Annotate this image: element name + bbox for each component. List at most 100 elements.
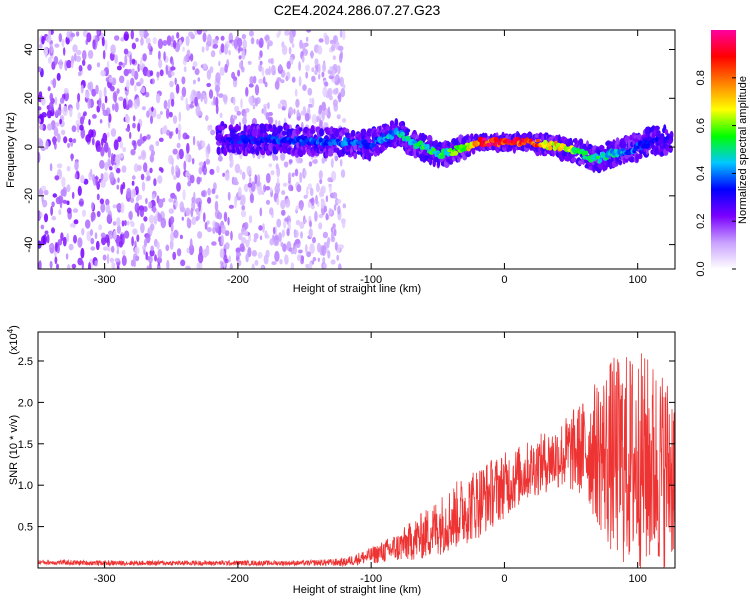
noise-blob <box>157 248 163 259</box>
noise-blob <box>48 244 54 248</box>
noise-blob <box>158 50 161 61</box>
noise-blob <box>104 141 109 153</box>
y-tick-label: 0 <box>23 144 35 150</box>
noise-blob <box>97 145 102 152</box>
noise-blob <box>205 115 209 121</box>
noise-blob <box>120 233 123 245</box>
noise-blob <box>321 109 325 121</box>
noise-blob <box>311 97 315 108</box>
noise-blob <box>90 246 96 251</box>
noise-blob <box>281 229 285 238</box>
noise-blob <box>245 108 250 113</box>
noise-blob <box>191 158 195 165</box>
noise-blob <box>321 245 327 257</box>
noise-blob <box>101 236 107 246</box>
noise-blob <box>311 75 316 83</box>
ridge-point <box>446 151 451 157</box>
noise-blob <box>171 35 175 43</box>
noise-blob <box>116 217 121 227</box>
noise-blob <box>117 136 122 143</box>
noise-blob <box>80 247 85 259</box>
noise-blob <box>330 158 334 168</box>
noise-blob <box>296 156 301 164</box>
noise-blob <box>100 173 104 181</box>
noise-blob <box>166 259 170 269</box>
noise-blob <box>305 64 310 72</box>
noise-blob <box>299 39 303 49</box>
noise-blob <box>54 96 58 106</box>
noise-blob <box>48 101 54 110</box>
noise-blob <box>117 177 120 184</box>
ridge-halo <box>309 129 316 135</box>
ridge-halo <box>628 156 635 163</box>
noise-blob <box>339 30 343 38</box>
y-tick-label: 20 <box>23 92 35 104</box>
noise-blob <box>241 33 247 40</box>
noise-blob <box>170 66 176 71</box>
noise-blob <box>275 163 279 170</box>
noise-blob <box>38 260 42 269</box>
noise-blob <box>102 109 109 117</box>
ridge-halo <box>273 148 278 155</box>
noise-blob <box>247 182 252 188</box>
noise-blob <box>308 261 313 269</box>
noise-blob <box>263 106 267 116</box>
noise-blob <box>223 43 229 55</box>
ridge-point <box>598 158 603 163</box>
noise-blob <box>323 205 327 213</box>
noise-blob <box>113 139 119 151</box>
noise-blob <box>81 228 85 236</box>
noise-blob <box>134 202 140 213</box>
noise-blob <box>96 30 100 36</box>
noise-blob <box>115 167 121 174</box>
noise-blob <box>95 175 98 187</box>
noise-blob <box>249 76 254 85</box>
noise-blob <box>301 55 305 63</box>
noise-blob <box>149 214 155 224</box>
snr-panel: -300 -200 -100 0 100 0.5 1.0 1.5 2.0 2.5 Height o… <box>6 325 676 596</box>
noise-blob <box>43 46 49 56</box>
noise-blob <box>119 140 123 149</box>
noise-blob <box>40 96 46 106</box>
y-tick-label: 2.5 <box>18 356 33 368</box>
noise-blob <box>71 125 77 133</box>
noise-blob <box>281 106 286 111</box>
noise-blob <box>207 34 212 45</box>
noise-blob <box>134 255 140 262</box>
noise-blob <box>332 63 338 70</box>
noise-blob <box>172 148 178 155</box>
noise-blob <box>253 237 257 243</box>
noise-blob <box>182 46 185 52</box>
noise-blob <box>342 30 346 40</box>
noise-blob <box>284 217 289 222</box>
noise-blob <box>100 179 106 188</box>
noise-blob <box>185 134 190 140</box>
noise-blob <box>101 102 106 112</box>
noise-blob <box>272 226 276 235</box>
noise-blob <box>185 97 189 107</box>
noise-blob <box>258 55 261 61</box>
noise-blob <box>149 167 153 174</box>
noise-blob <box>330 226 334 233</box>
noise-blob <box>207 143 211 154</box>
noise-blob <box>180 259 186 267</box>
noise-blob <box>85 134 91 143</box>
noise-blob <box>92 39 96 50</box>
noise-blob <box>249 30 254 37</box>
noise-blob <box>281 190 286 196</box>
noise-blob <box>168 197 174 203</box>
noise-blob <box>252 75 257 84</box>
noise-blob <box>69 223 75 228</box>
ridge-halo <box>569 139 573 145</box>
noise-blob <box>191 216 197 225</box>
noise-blob <box>98 97 102 109</box>
noise-blob <box>99 119 103 124</box>
noise-blob <box>94 232 98 240</box>
noise-blob <box>239 169 243 175</box>
noise-blob <box>150 223 155 231</box>
ridge-halo <box>645 149 649 155</box>
noise-blob <box>243 222 249 230</box>
ridge-point <box>371 143 376 147</box>
noise-blob <box>125 115 130 124</box>
